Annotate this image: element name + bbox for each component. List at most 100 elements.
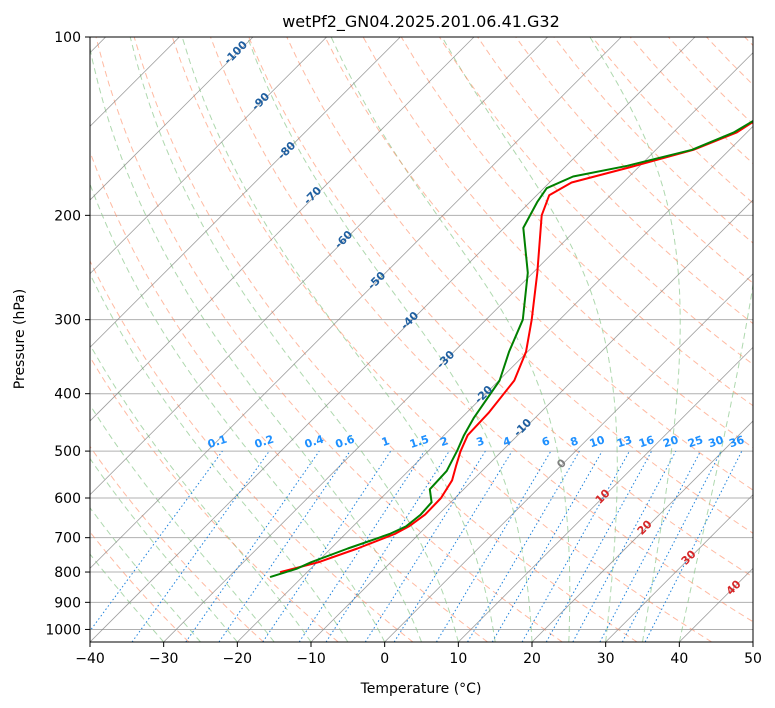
y-tick-label: 100 (54, 30, 81, 46)
x-tick-label: 0 (380, 651, 389, 667)
mixing-line-2 (325, 450, 450, 642)
isotherm--90 (90, 37, 327, 275)
y-tick-label: 600 (54, 491, 81, 507)
x-tick-label: −20 (223, 651, 253, 667)
x-tick-label: −40 (75, 651, 105, 667)
sounding-series-1 (279, 120, 753, 573)
mixing-ratio-label: 1 (380, 434, 391, 449)
y-tick-label: 300 (54, 313, 81, 329)
mixing-ratio-lines (90, 450, 743, 642)
mixing-ratio-label: 36 (727, 433, 746, 450)
mixing-ratio-label: 0.1 (206, 433, 229, 451)
mixing-line-4 (393, 450, 513, 642)
isotherm-0 (384, 273, 753, 642)
isotherm--70 (90, 37, 475, 422)
mixing-line-3 (364, 450, 486, 642)
x-tick-label: −10 (296, 651, 326, 667)
mixing-line-0.4 (185, 450, 320, 642)
dry-adiabat-0 (90, 259, 414, 642)
mixing-line-8 (467, 450, 580, 642)
isotherm--10 (310, 199, 753, 642)
x-tick-label: 20 (523, 651, 541, 667)
dry-adiabat-70 (286, 37, 753, 534)
moist-adiabat-15 (181, 37, 496, 642)
isotherm--60 (90, 37, 548, 496)
y-axis-label: Pressure (hPa) (12, 289, 28, 389)
adiabat-labels: 0.1 0.2 0.4 0.6 1 1.5 2 3 4 6 8 10 13 16 20 25 30 36-100-… (206, 38, 746, 598)
y-tick-label: 900 (54, 595, 81, 611)
mixing-line-13 (521, 450, 630, 642)
moist-adiabat--5 (90, 272, 349, 642)
moist-adiabat-30 (441, 37, 618, 642)
y-tick-label: 400 (54, 387, 81, 403)
moist-adiabat-35 (589, 37, 681, 642)
mixing-ratio-label: 0.4 (303, 432, 326, 450)
mixing-ratio-label: 2 (439, 434, 450, 449)
mixing-ratio-label: 10 (588, 433, 607, 450)
moist-adiabat--20 (90, 457, 238, 642)
dry-adiabat-40 (171, 37, 712, 642)
y-tick-label: 500 (54, 444, 81, 460)
dry-adiabat-130 (515, 37, 753, 284)
isotherm-30 (605, 494, 753, 642)
isotherm--100 (90, 37, 254, 201)
dry-adiabat-80 (324, 37, 753, 491)
x-tick-label: 10 (449, 651, 467, 667)
plot-frame (89, 36, 754, 643)
isobar-grid (90, 37, 753, 630)
dry-adiabat-30 (133, 37, 638, 642)
mixing-ratio-label: 25 (686, 433, 705, 450)
moist-adiabat-0 (90, 182, 386, 642)
mixing-line-10 (491, 450, 603, 642)
mixing-ratio-label: 8 (569, 434, 580, 449)
mixing-ratio-label: 16 (637, 433, 656, 450)
mixing-ratio-label: 1.5 (408, 433, 431, 451)
isotherm-10 (458, 346, 753, 642)
y-tick-label: 800 (54, 565, 81, 581)
mixing-line-20 (572, 450, 677, 642)
dry-adiabats (90, 37, 753, 642)
skewed-isotherms (90, 37, 753, 642)
dry-adiabat-60 (248, 37, 753, 578)
x-tick-label: 30 (597, 651, 615, 667)
x-axis-label: Temperature (°C) (360, 681, 482, 697)
mixing-line-16 (545, 450, 653, 642)
moist-adiabat-20 (246, 37, 533, 642)
y-tick-label: 200 (54, 208, 81, 224)
dry-adiabat-50 (210, 37, 753, 623)
isotherm-20 (531, 420, 753, 642)
sounding-series-2 (269, 119, 753, 578)
moist-adiabat-40 (678, 281, 753, 642)
isotherm--80 (90, 37, 401, 348)
dry-adiabat-20 (95, 37, 563, 642)
isotherm--30 (163, 52, 753, 642)
moist-adiabat--15 (90, 404, 275, 642)
x-axis-ticks: −40 −30 −20 −10 0 10 20 30 40 50 (75, 642, 762, 667)
mixing-ratio-label: 20 (661, 433, 680, 450)
moist-adiabat-10 (129, 37, 459, 642)
isotherm--20 (237, 125, 753, 642)
dry-adiabat--10 (90, 356, 339, 642)
sounding-profiles (269, 119, 753, 578)
mixing-ratio-label: 3 (475, 434, 486, 449)
mixing-line-6 (435, 450, 552, 642)
moist-adiabat--25 (90, 506, 201, 642)
mixing-ratio-label: 4 (501, 434, 513, 449)
mixing-ratio-label: 13 (615, 433, 634, 450)
mixing-ratio-label: 30 (707, 433, 726, 450)
x-tick-label: 40 (670, 651, 688, 667)
isotherm--40 (90, 37, 696, 642)
mixing-ratio-label: 0.2 (253, 433, 276, 451)
isotherm--50 (90, 37, 622, 569)
moist-adiabat-5 (90, 45, 422, 642)
x-tick-label: 50 (744, 651, 762, 667)
y-tick-label: 700 (54, 531, 81, 547)
mixing-ratio-label: 6 (540, 434, 552, 449)
y-axis-ticks: 1000 900 800 700 600 500 400 300 200 100 (45, 30, 90, 638)
x-tick-label: −30 (149, 651, 179, 667)
mixing-ratio-label: 0.6 (334, 432, 357, 450)
chart-title: wetPf2_GN04.2025.201.06.41.G32 (282, 12, 560, 32)
moist-adiabat--30 (90, 553, 165, 642)
y-tick-label: 1000 (45, 622, 81, 638)
